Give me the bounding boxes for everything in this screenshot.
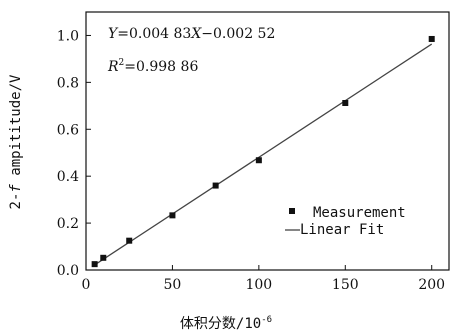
fit-line-group [94, 43, 433, 266]
y-tick-label: 1.0 [57, 28, 79, 44]
y-tick-label: 0.4 [57, 169, 79, 185]
x-axis-label-exponent: -6 [261, 315, 272, 325]
data-point [255, 157, 262, 164]
x-tick-label: 200 [418, 277, 445, 293]
legend-marker-measurement [289, 208, 295, 214]
eq-part1: =0.004 83 [117, 26, 191, 42]
equation-annotation: Y=0.004 83X−0.002 52 [108, 26, 275, 42]
y-tick-label: 0.2 [57, 216, 79, 232]
y-tick-label: 0.6 [57, 122, 79, 138]
legend-label-fit: Linear Fit [300, 222, 384, 238]
plot-frame [85, 11, 450, 271]
y-tick-label: 0.8 [57, 75, 79, 91]
data-point [91, 261, 98, 268]
x-tick-label: 0 [82, 277, 91, 293]
data-point [100, 254, 107, 261]
legend: Measurement Linear Fit [285, 205, 406, 238]
x-tick-label: 100 [245, 277, 272, 293]
x-axis-label-text: 体积分数/10 [180, 316, 261, 332]
data-point [169, 212, 176, 219]
r-var: R [107, 59, 119, 75]
eq-x-var: X [190, 26, 202, 42]
r-value: =0.998 86 [124, 59, 198, 75]
x-tick-label: 50 [164, 277, 182, 293]
y-tick-label: 0.0 [57, 263, 79, 279]
y-axis-label-italic: f [8, 184, 24, 193]
y-axis-label: 2-f ampititude/V [8, 74, 24, 209]
x-tick-label: 150 [332, 277, 359, 293]
data-point [342, 100, 349, 107]
point-group [91, 35, 435, 268]
x-axis-label: 体积分数/10-6 [180, 315, 272, 332]
y-axis-label-suffix: ampititude/V [8, 74, 24, 184]
data-point [212, 182, 219, 189]
legend-label-measurement: Measurement [313, 205, 406, 221]
r-squared-annotation: R2=0.998 86 [107, 58, 198, 75]
data-point [428, 35, 435, 42]
r-sup: 2 [119, 58, 125, 68]
eq-y-var: Y [108, 26, 119, 42]
y-axis-label-prefix: 2- [8, 193, 24, 210]
tick-group: 0 50 100 150 200 0.0 0.2 0.4 0.6 0.8 1.0 [57, 28, 445, 293]
fit-line [94, 43, 433, 266]
eq-part2: −0.002 52 [201, 26, 275, 42]
data-point [126, 237, 133, 244]
